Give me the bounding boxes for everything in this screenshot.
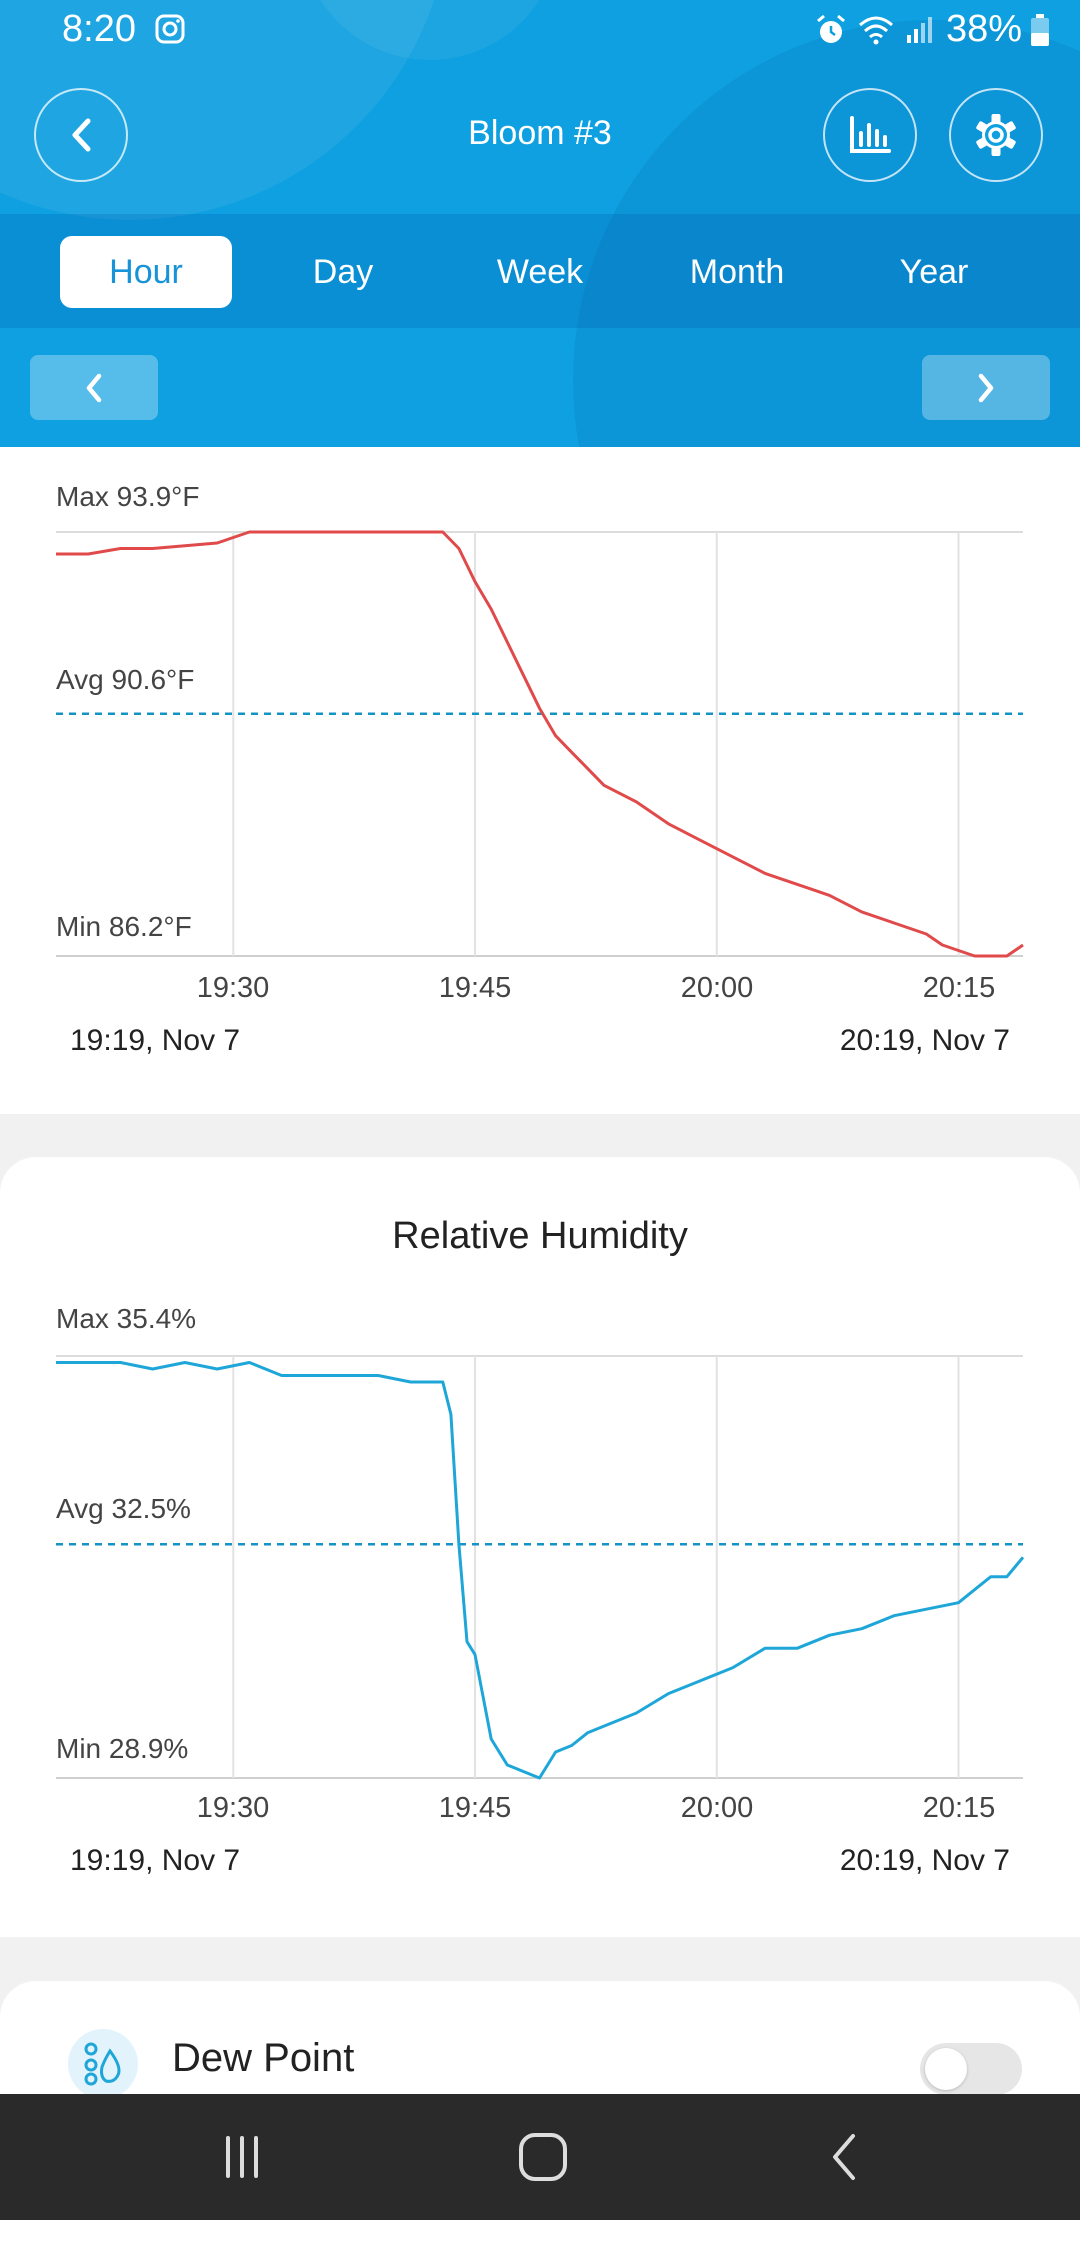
range-end-label: 20:19, Nov 7 [839, 1844, 1010, 1877]
chevron-left-icon [86, 373, 102, 402]
x-tick-label: 19:30 [196, 972, 270, 1004]
status-bar: 8:20 38% [0, 0, 1080, 62]
settings-button[interactable] [949, 88, 1043, 182]
temperature-chart [56, 530, 1024, 958]
humidity-chart [56, 1355, 1025, 1780]
gear-icon [976, 114, 1016, 156]
app-header: 8:20 38% [0, 0, 1080, 447]
home-button[interactable] [508, 2122, 578, 2192]
battery-icon [1031, 13, 1049, 46]
system-back-icon [833, 2134, 855, 2180]
page-title: Bloom #3 [468, 114, 612, 152]
temperature-card: Max 93.9°F Avg 90.6°F Min 86.2°F 19:30 1… [0, 447, 1080, 1114]
x-tick-label: 19:30 [196, 1792, 270, 1824]
home-icon [519, 2133, 567, 2181]
range-start-label: 19:19, Nov 7 [70, 1844, 241, 1877]
bar-chart-icon [850, 116, 891, 153]
next-period-button[interactable] [922, 355, 1050, 420]
series-line [56, 1361, 1025, 1780]
tab-hour[interactable]: Hour [60, 236, 232, 308]
x-tick-label: 19:45 [438, 1792, 512, 1824]
humidity-avg-label: Avg 32.5% [56, 1493, 191, 1524]
humidity-title: Relative Humidity [392, 1215, 688, 1257]
range-end-label: 20:19, Nov 7 [839, 1024, 1010, 1057]
battery-percent: 38% [945, 8, 1022, 50]
tab-day[interactable]: Day [312, 253, 374, 291]
humidity-max-label: Max 35.4% [56, 1303, 197, 1334]
period-tabs: Hour Day Week Month Year [0, 214, 1080, 328]
toggle-knob [925, 2048, 967, 2090]
x-tick-label: 20:00 [680, 972, 754, 1004]
system-navigation-bar [0, 2094, 1080, 2220]
recent-apps-button[interactable] [207, 2122, 277, 2192]
humidity-card: Relative Humidity Max 35.4% Avg 32.5% Mi… [0, 1157, 1080, 1937]
dew-point-label: Dew Point [172, 2036, 355, 2080]
statistics-button[interactable] [823, 88, 917, 182]
dew-point-toggle[interactable] [920, 2043, 1022, 2095]
x-tick-label: 20:15 [922, 1792, 996, 1824]
previous-period-button[interactable] [30, 355, 158, 420]
tab-month[interactable]: Month [689, 253, 785, 291]
chevron-right-icon [978, 373, 994, 402]
wifi-icon [858, 16, 893, 44]
x-tick-label: 20:00 [680, 1792, 754, 1824]
temperature-max-label: Max 93.9°F [56, 481, 200, 512]
instagram-icon [155, 14, 185, 44]
status-icons: 38% [814, 8, 1050, 51]
recent-apps-icon [226, 2136, 258, 2178]
dew-point-icon [68, 2029, 138, 2099]
x-tick-label: 19:45 [438, 972, 512, 1004]
tab-week[interactable]: Week [496, 253, 584, 291]
humidity-min-label: Min 28.9% [56, 1733, 189, 1764]
back-icon [72, 118, 91, 152]
temperature-avg-label: Avg 90.6°F [56, 664, 195, 695]
range-start-label: 19:19, Nov 7 [70, 1024, 241, 1057]
back-button[interactable] [34, 88, 128, 182]
status-time: 8:20 [62, 8, 136, 50]
alarm-icon [816, 14, 845, 43]
x-tick-label: 20:15 [922, 972, 996, 1004]
system-back-button[interactable] [810, 2122, 880, 2192]
series-line [56, 530, 1024, 958]
signal-icon [906, 16, 932, 43]
tab-year[interactable]: Year [899, 253, 969, 291]
temperature-min-label: Min 86.2°F [56, 911, 192, 942]
